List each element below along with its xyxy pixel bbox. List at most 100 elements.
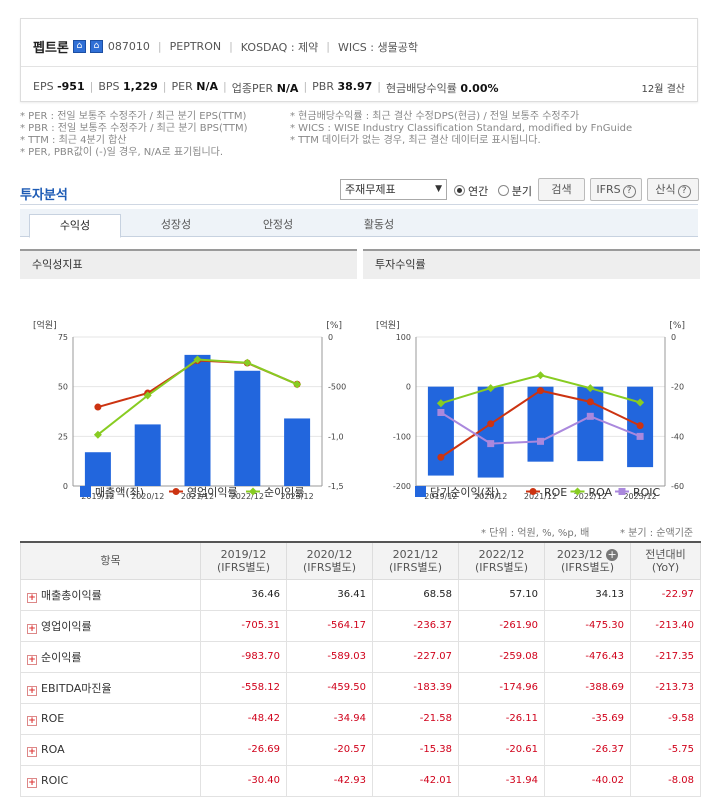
value-cell: -40.02 [544, 764, 631, 797]
series-point [143, 391, 152, 400]
table-row: + ROE -48.42 -34.94 -21.58 -26.11 -35.69 -9.58 [20, 702, 701, 735]
row-label-cell[interactable]: + ROA [20, 733, 201, 766]
value-cell: -558.12 [200, 671, 287, 704]
bar-mark [134, 424, 161, 486]
note-line: * TTM 데이터가 없는 경우, 최근 결산 데이터로 표시됩니다. [290, 135, 541, 146]
separator: | [229, 40, 233, 53]
value-cell: -459.50 [286, 671, 373, 704]
series-point [93, 430, 102, 439]
value-cell: -564.17 [286, 609, 373, 642]
tab-activity[interactable]: 활동성 [363, 218, 395, 231]
value-cell: -26.69 [200, 733, 287, 766]
metric-item: BPS 1,229 [98, 80, 157, 96]
profitability-chart: [억원] [%] 75 50 25 0 0 -500 -1,0 -1,5 2019/12 2020/1… [33, 319, 346, 501]
series-point [243, 358, 252, 367]
column-basis: (IFRS별도) [216, 560, 271, 574]
notes-right: * 현금배당수익률 : 최근 결산 수정DPS(현금) / 전일 보통주 수정주… [290, 111, 632, 147]
legend-label: ROE [544, 486, 567, 499]
metric-value: 0.00% [460, 82, 499, 95]
expand-row-icon[interactable]: + [27, 623, 37, 634]
expand-row-icon[interactable]: + [27, 777, 37, 788]
company-code: 087010 [107, 40, 150, 53]
expand-row-icon[interactable]: + [27, 746, 37, 757]
company-name: 펩트론 [33, 41, 69, 56]
value-cell: -705.31 [200, 609, 287, 642]
series-point [487, 420, 495, 428]
left-axis-unit: [억원] [376, 319, 400, 331]
metric-value: N/A [196, 80, 218, 93]
x-tick-label: 2023/12 [623, 492, 656, 501]
legend-label: ROA [589, 486, 613, 499]
row-label: 매출총이익률 [41, 588, 102, 602]
metric-item: 업종PER N/A [232, 80, 299, 96]
expand-row-icon[interactable]: + [27, 715, 37, 726]
row-label-cell[interactable]: + ROIC [20, 764, 201, 797]
left-tick-label: 0 [63, 482, 68, 491]
series-point [437, 453, 445, 461]
row-label-cell[interactable]: + 매출총이익률 [20, 578, 201, 611]
series-point [586, 412, 594, 420]
series-point [586, 398, 594, 406]
expand-row-icon[interactable]: + [27, 685, 37, 696]
tab-profitability[interactable]: 수익성 [29, 214, 121, 238]
return-chart: [억원] [%] 100 0 -100 -200 0 -20 -40 -60 2019/12 2020… [376, 319, 685, 501]
right-tick-label: -40 [671, 432, 684, 441]
report-type-select[interactable]: 주재무제표 ▼ [340, 179, 447, 200]
row-label-cell[interactable]: + 영업이익률 [20, 609, 201, 642]
separator: | [326, 40, 330, 53]
value-cell: -35.69 [544, 702, 631, 735]
legend-label: 매출액(좌) [95, 486, 144, 499]
ifrs-button[interactable]: IFRS? [590, 178, 642, 201]
expand-row-icon[interactable]: + [27, 592, 37, 603]
search-button[interactable]: 검색 [538, 178, 585, 201]
value-cell: -174.96 [458, 671, 545, 704]
metric-item: EPS -951 [33, 80, 85, 96]
series-point [536, 371, 545, 380]
column-header: 2021/12 (IFRS별도) [372, 541, 459, 580]
help-icon: ? [677, 185, 691, 198]
value-cell: -388.69 [544, 671, 631, 704]
table-header-row: 항목 2019/12 (IFRS별도) 2020/12 (IFRS별도) 2021/… [20, 541, 701, 580]
expand-columns-icon[interactable]: + [606, 547, 619, 561]
value-cell: -20.61 [458, 733, 545, 766]
tab-growth[interactable]: 성장성 [160, 218, 192, 231]
separator: | [89, 80, 94, 93]
period-radio-group: 연간 분기 [454, 183, 532, 199]
note-line: * 현금배당수익률 : 최근 결산 수정DPS(현금) / 전일 보통주 수정주… [290, 111, 580, 122]
table-row: + ROIC -30.40 -42.93 -42.01 -31.94 -40.02 -8.08 [20, 764, 701, 797]
metric-label: PER [171, 80, 193, 93]
table-row: + 매출총이익률 36.46 36.41 68.58 57.10 34.13 -22.97 [20, 578, 701, 611]
row-label: ROE [41, 711, 65, 725]
row-label-cell[interactable]: + EBITDA마진율 [20, 671, 201, 704]
metric-label: PBR [312, 80, 334, 93]
radio-quarter[interactable]: 분기 [497, 185, 532, 198]
bar-mark [577, 386, 604, 462]
note-line: * PER : 전일 보통주 수정주가 / 최근 분기 EPS(TTM) [20, 111, 247, 122]
right-axis-unit: [%] [326, 321, 342, 331]
x-tick-label: 2022/12 [574, 492, 607, 501]
notes-left: * PER : 전일 보통주 수정주가 / 최근 분기 EPS(TTM) * P… [20, 111, 248, 159]
series-point [437, 408, 445, 416]
section-divider [20, 204, 698, 205]
separator: | [223, 80, 227, 93]
series-point [537, 387, 544, 395]
radio-quarter-label: 분기 [511, 185, 532, 198]
series-point [586, 384, 595, 393]
metrics-row: EPS -951 | BPS 1,229 | PER N/A | 업종PER N/A | PBR… [33, 80, 509, 96]
table-row: + 순이익률 -983.70 -589.03 -227.07 -259.08 -476.43… [20, 640, 701, 673]
ir-icon[interactable]: ⌂ [89, 40, 103, 53]
value-cell: 36.46 [200, 578, 287, 611]
expand-row-icon[interactable]: + [27, 654, 37, 665]
value-cell: 36.41 [286, 578, 373, 611]
tab-stability[interactable]: 안정성 [262, 218, 294, 231]
value-cell: -213.73 [630, 671, 701, 704]
formula-button[interactable]: 산식? [647, 178, 699, 201]
radio-annual[interactable]: 연간 [454, 185, 488, 198]
company-market: KOSDAQ : 제약 [240, 40, 319, 54]
row-label-cell[interactable]: + ROE [20, 702, 201, 735]
value-cell: -26.11 [458, 702, 545, 735]
home-icon[interactable]: ⌂ [72, 40, 86, 53]
metric-item: PER N/A [172, 80, 218, 96]
row-label-cell[interactable]: + 순이익률 [20, 640, 201, 673]
column-basis: (IFRS별도) [302, 560, 357, 574]
